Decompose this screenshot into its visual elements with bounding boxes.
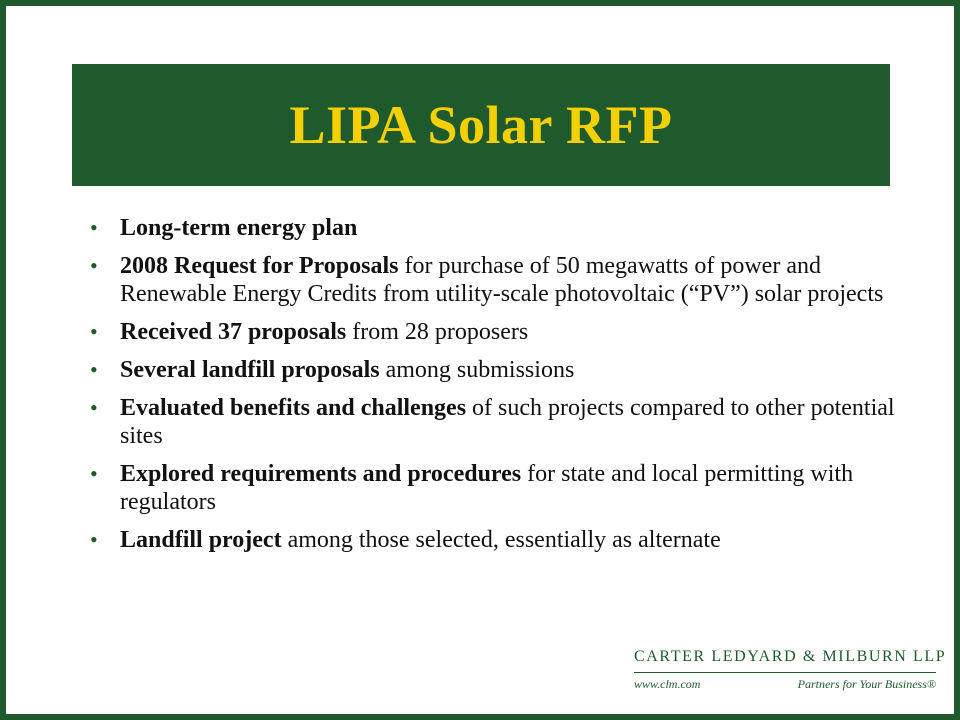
- bullet-text: among submissions: [379, 357, 575, 383]
- bullet-text: among those selected, essentially as alt…: [281, 527, 721, 553]
- slide-title: LIPA Solar RFP: [289, 95, 673, 155]
- bullet-dot-icon: •: [90, 357, 98, 382]
- bullet-dot-icon: •: [90, 253, 98, 278]
- bullet-dot-icon: •: [90, 395, 98, 420]
- bullet-list: • Long-term energy plan • 2008 Request for…: [86, 214, 906, 564]
- bullet-text: for state and local permitting with regu…: [120, 461, 854, 515]
- firm-website: www.clm.com: [634, 677, 701, 691]
- bullet-item: • Evaluated benefits and challenges of su…: [86, 394, 906, 450]
- firm-tagline: Partners for Your Business®: [797, 677, 936, 691]
- bullet-text: from 28 proposers: [346, 319, 529, 345]
- bullet-dot-icon: •: [90, 319, 98, 344]
- bullet-bold: Several landfill proposals: [120, 357, 380, 383]
- bullet-item: • Long-term energy plan: [86, 214, 906, 242]
- firm-name: Carter Ledyard & Milburn LLP: [634, 648, 947, 665]
- bullet-item: • 2008 Request for Proposals for purchase…: [86, 252, 906, 308]
- title-bar: LIPA Solar RFP: [72, 64, 890, 186]
- bullet-bold: Received 37 proposals: [120, 319, 347, 345]
- bullet-dot-icon: •: [90, 215, 98, 240]
- bullet-bold: Evaluated benefits and challenges: [120, 395, 467, 421]
- bullet-item: • Received 37 proposals from 28 proposers: [86, 318, 906, 346]
- bullet-dot-icon: •: [90, 527, 98, 552]
- bullet-bold: Explored requirements and procedures: [120, 461, 522, 487]
- bullet-dot-icon: •: [90, 461, 98, 486]
- firm-footer-line: www.clm.com Partners for Your Business®: [634, 677, 936, 692]
- bullet-bold: Long-term energy plan: [120, 215, 358, 241]
- bullet-item: • Explored requirements and procedures fo…: [86, 460, 906, 516]
- bullet-text: for purchase of 50 megawatts of power an…: [120, 253, 884, 307]
- bullet-item: • Several landfill proposals among submis…: [86, 356, 906, 384]
- bullet-item: • Landfill project among those selected, …: [86, 526, 906, 554]
- firm-logo: Carter Ledyard & Milburn LLP www.clm.com…: [634, 646, 947, 702]
- bullet-text: of such projects compared to other poten…: [120, 395, 895, 449]
- firm-divider: [634, 672, 936, 673]
- bullet-bold: Landfill project: [120, 527, 282, 553]
- bullet-bold: 2008 Request for Proposals: [120, 253, 399, 279]
